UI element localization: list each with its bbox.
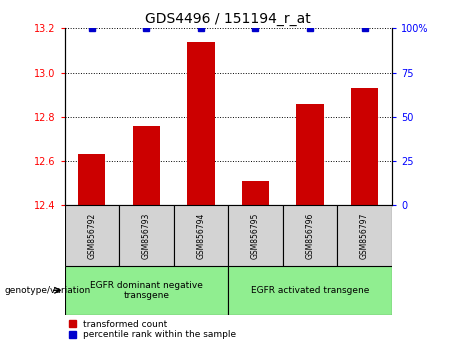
FancyBboxPatch shape (119, 205, 174, 266)
Bar (187, 41, 214, 205)
FancyBboxPatch shape (228, 266, 392, 315)
Bar (133, 126, 160, 205)
Bar (296, 104, 324, 205)
FancyBboxPatch shape (337, 205, 392, 266)
Bar (78, 154, 106, 205)
FancyBboxPatch shape (174, 205, 228, 266)
Text: genotype/variation: genotype/variation (5, 286, 91, 295)
Text: GSM856796: GSM856796 (306, 212, 314, 259)
FancyBboxPatch shape (65, 266, 228, 315)
FancyBboxPatch shape (228, 205, 283, 266)
Text: GSM856794: GSM856794 (196, 212, 206, 259)
Bar (351, 88, 378, 205)
Legend: transformed count, percentile rank within the sample: transformed count, percentile rank withi… (69, 320, 236, 339)
Text: EGFR dominant negative
transgene: EGFR dominant negative transgene (90, 281, 203, 300)
Title: GDS4496 / 151194_r_at: GDS4496 / 151194_r_at (145, 12, 311, 26)
Text: GSM856793: GSM856793 (142, 212, 151, 259)
Text: EGFR activated transgene: EGFR activated transgene (251, 286, 369, 295)
FancyBboxPatch shape (65, 205, 119, 266)
Text: GSM856792: GSM856792 (87, 212, 96, 258)
Bar (242, 181, 269, 205)
Text: GSM856795: GSM856795 (251, 212, 260, 259)
FancyBboxPatch shape (283, 205, 337, 266)
Text: GSM856797: GSM856797 (360, 212, 369, 259)
